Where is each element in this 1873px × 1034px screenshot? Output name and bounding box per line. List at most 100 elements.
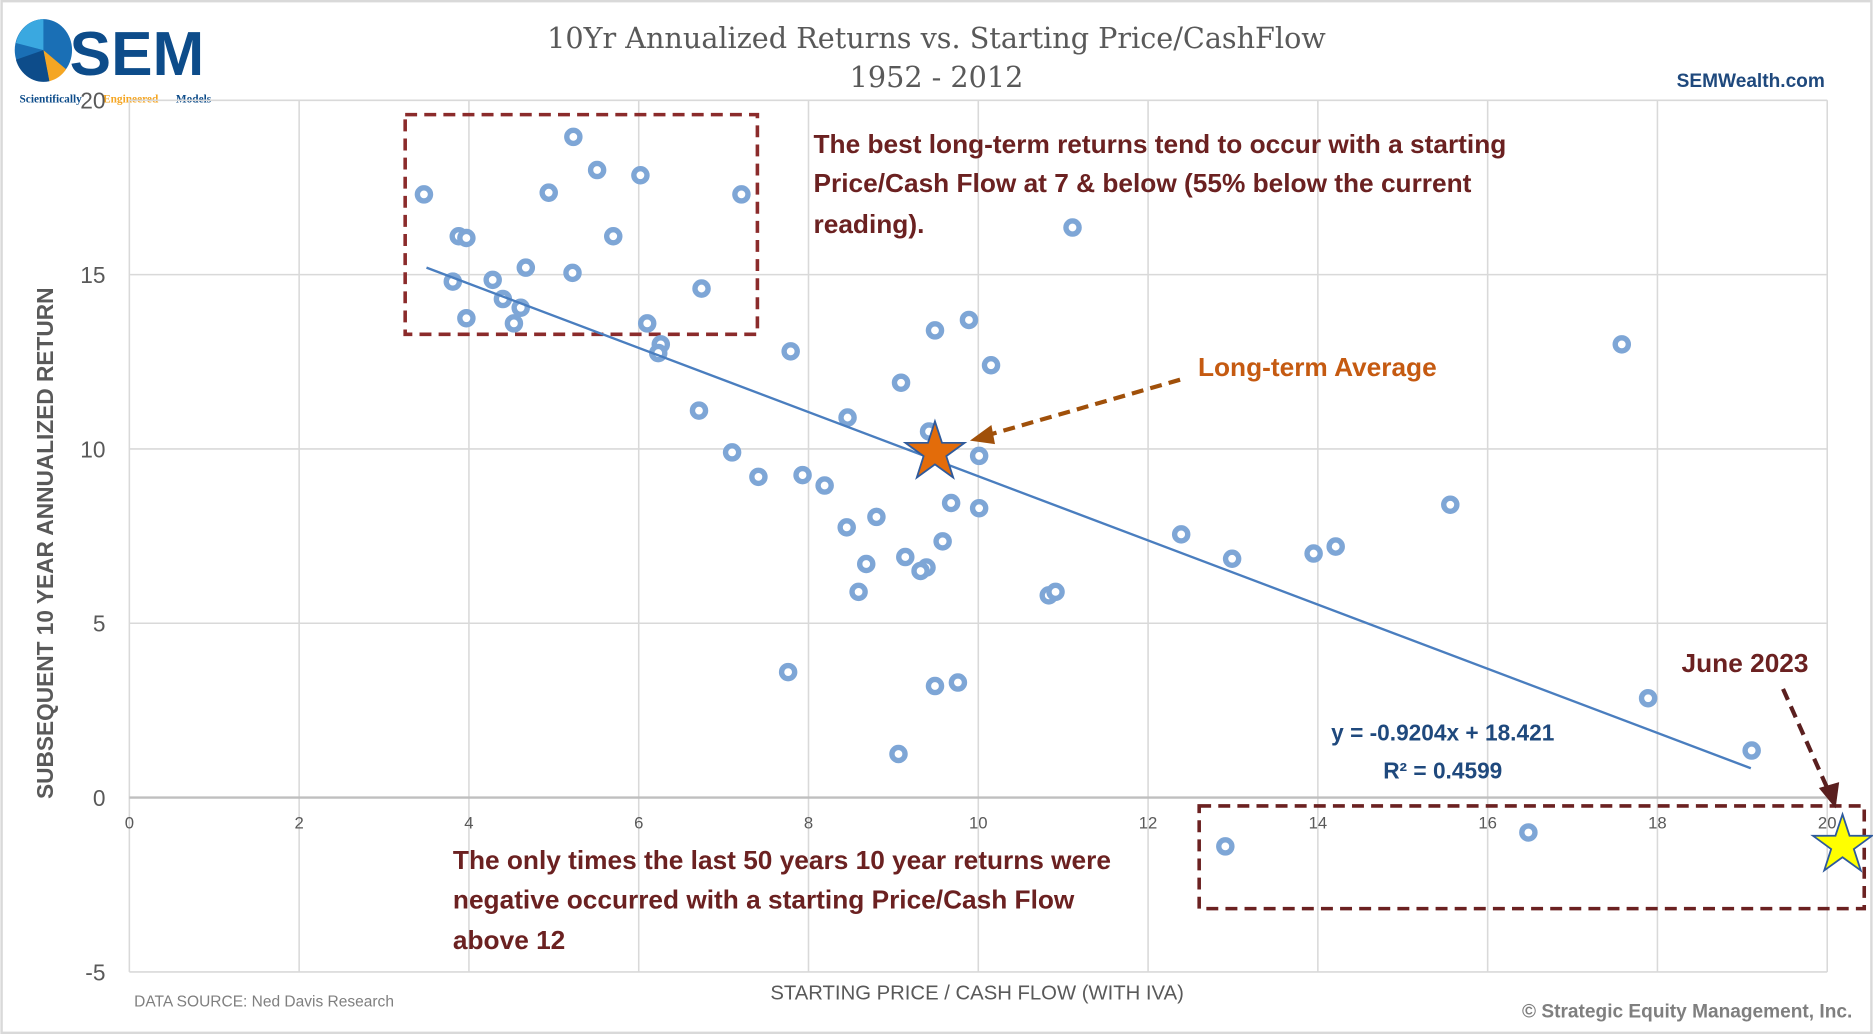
logo-text: SEM xyxy=(70,20,205,89)
data-point xyxy=(516,258,536,277)
data-point xyxy=(896,547,915,567)
data-point xyxy=(587,160,607,180)
data-point xyxy=(781,342,800,361)
data-point xyxy=(793,465,812,485)
data-point xyxy=(689,401,709,420)
data-source: DATA SOURCE: Ned Davis Research xyxy=(134,994,394,1011)
data-point xyxy=(564,127,583,147)
trendline xyxy=(426,266,1752,770)
june-2023-label: June 2023 xyxy=(1682,648,1809,678)
data-points xyxy=(414,127,1761,856)
chart-title: 10Yr Annualized Returns vs. Starting Pri… xyxy=(547,21,1326,55)
y-tick-label: 5 xyxy=(93,611,106,637)
data-point xyxy=(504,314,524,333)
x-tick-label: 0 xyxy=(125,814,134,833)
data-point xyxy=(925,676,945,696)
data-point xyxy=(457,308,476,328)
x-tick-label: 6 xyxy=(634,814,643,833)
data-point xyxy=(933,532,952,551)
data-point xyxy=(838,408,857,427)
low-pcf-box xyxy=(403,112,760,337)
data-point xyxy=(849,582,868,602)
long-term-average-label: Long-term Average xyxy=(1198,352,1437,382)
data-point xyxy=(856,554,876,574)
data-point xyxy=(969,446,989,466)
x-tick-label: 12 xyxy=(1139,814,1158,833)
data-point xyxy=(889,744,908,764)
data-point xyxy=(911,561,930,581)
data-point xyxy=(867,507,886,527)
top-annotation-line-2: Price/Cash Flow at 7 & below (55% below … xyxy=(814,168,1472,198)
y-tick-label: -5 xyxy=(85,959,105,985)
arrowhead-icon xyxy=(969,425,996,445)
long-term-average-star-icon xyxy=(902,418,968,480)
data-point xyxy=(457,228,476,248)
data-point xyxy=(1222,549,1242,569)
data-point xyxy=(925,321,945,340)
chart-subtitle: 1952 - 2012 xyxy=(850,60,1024,94)
y-tick-label: 10 xyxy=(80,436,105,462)
x-tick-label: 16 xyxy=(1478,814,1497,833)
long-term-average-arrow xyxy=(984,377,1181,438)
logo-tagline-1: Scientifically xyxy=(20,94,83,106)
x-tick-label: 18 xyxy=(1648,814,1667,833)
data-point xyxy=(959,310,979,330)
data-point xyxy=(631,166,650,185)
data-point xyxy=(563,263,582,283)
data-point xyxy=(891,373,911,392)
y-axis-label: SUBSEQUENT 10 YEAR ANNUALIZED RETURN xyxy=(32,288,58,799)
top-annotation-line-1: The best long-term returns tend to occur… xyxy=(814,129,1507,159)
y-tick-label: 0 xyxy=(93,785,106,811)
data-point xyxy=(1171,525,1191,544)
arrowhead-icon xyxy=(1818,782,1840,809)
data-point xyxy=(1216,837,1235,856)
axis-ticks: 0 2 4 6 8 10 12 14 16 18 20 -5 0 5 10 15 20 xyxy=(80,88,1836,986)
bottom-annotation-line-1: The only times the last 50 years 10 year… xyxy=(453,845,1111,875)
data-point xyxy=(969,498,989,518)
sem-logo: SEM Scientifically Engineered Models xyxy=(14,19,212,106)
r-squared-label: R² = 0.4599 xyxy=(1383,757,1502,783)
data-point xyxy=(837,518,856,537)
data-point xyxy=(981,356,1001,375)
x-tick-label: 8 xyxy=(804,814,813,833)
x-tick-label: 10 xyxy=(969,814,988,833)
y-tick-label: 15 xyxy=(80,262,105,288)
x-axis-label: STARTING PRICE / CASH FLOW (WITH IVA) xyxy=(770,982,1184,1004)
data-point xyxy=(1046,582,1065,602)
data-point xyxy=(941,493,961,513)
data-point xyxy=(722,443,742,462)
x-tick-label: 14 xyxy=(1309,814,1328,833)
copyright: © Strategic Equity Management, Inc. xyxy=(1522,1001,1852,1022)
data-point xyxy=(749,467,768,487)
x-tick-label: 20 xyxy=(1818,814,1837,833)
data-point xyxy=(692,279,711,298)
data-point xyxy=(539,183,558,202)
data-point xyxy=(1519,823,1538,842)
grid xyxy=(128,99,1828,973)
data-point xyxy=(483,270,502,290)
x-tick-label: 2 xyxy=(294,814,303,833)
data-point xyxy=(1742,741,1761,760)
x-tick-label: 4 xyxy=(464,814,473,833)
data-point xyxy=(1612,335,1632,354)
data-point xyxy=(732,185,751,204)
bottom-annotation-line-2: negative occurred with a starting Price/… xyxy=(453,885,1075,915)
negative-return-box xyxy=(1197,804,1867,911)
data-point xyxy=(637,314,657,333)
data-point xyxy=(948,673,968,692)
data-point xyxy=(414,185,434,204)
bottom-annotation-line-3: above 12 xyxy=(453,925,565,955)
website-label: SEMWealth.com xyxy=(1677,71,1825,92)
data-point xyxy=(1063,218,1082,237)
data-point xyxy=(1326,537,1345,556)
data-point xyxy=(778,662,798,682)
data-point xyxy=(815,476,834,495)
trendline-equation: y = -0.9204x + 18.421 xyxy=(1331,719,1554,745)
data-point xyxy=(1441,495,1460,514)
june-2023-star-icon xyxy=(1810,811,1873,873)
top-annotation-line-3: reading). xyxy=(814,209,925,239)
data-point xyxy=(603,227,623,246)
data-point xyxy=(1638,688,1658,708)
